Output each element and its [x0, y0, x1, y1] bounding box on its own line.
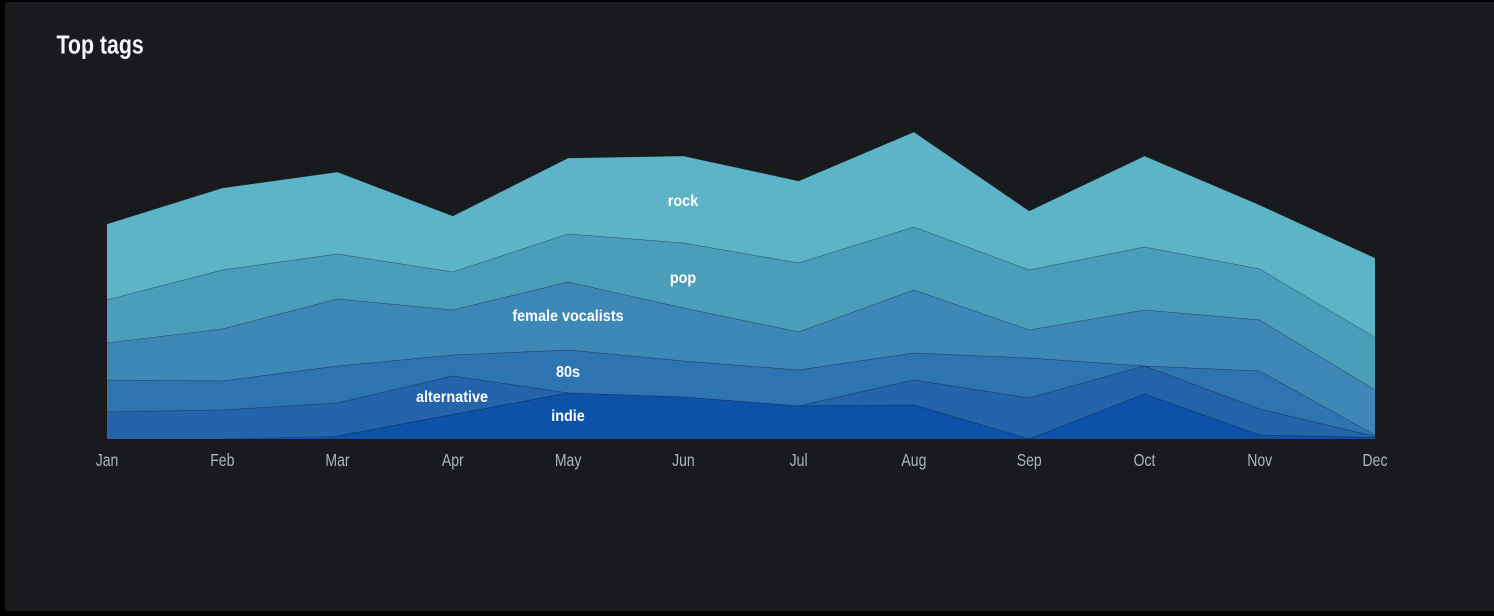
svg-text:Top tags: Top tags	[57, 31, 144, 61]
svg-text:Dec: Dec	[1363, 450, 1388, 470]
svg-text:May: May	[555, 450, 582, 470]
svg-text:80s: 80s	[556, 363, 580, 381]
svg-text:Sep: Sep	[1017, 450, 1042, 470]
svg-text:Feb: Feb	[210, 450, 234, 470]
svg-text:rock: rock	[668, 192, 699, 210]
svg-text:Jul: Jul	[790, 450, 808, 470]
svg-text:alternative: alternative	[416, 388, 488, 406]
svg-text:female vocalists: female vocalists	[512, 307, 623, 325]
svg-text:Aug: Aug	[901, 450, 926, 470]
svg-text:Jan: Jan	[96, 450, 119, 470]
svg-text:Apr: Apr	[442, 450, 464, 470]
svg-text:indie: indie	[551, 407, 585, 425]
svg-text:Mar: Mar	[325, 450, 350, 470]
svg-text:Oct: Oct	[1134, 450, 1156, 470]
svg-text:Nov: Nov	[1247, 450, 1272, 470]
svg-text:Jun: Jun	[672, 450, 695, 470]
svg-text:pop: pop	[670, 269, 696, 287]
